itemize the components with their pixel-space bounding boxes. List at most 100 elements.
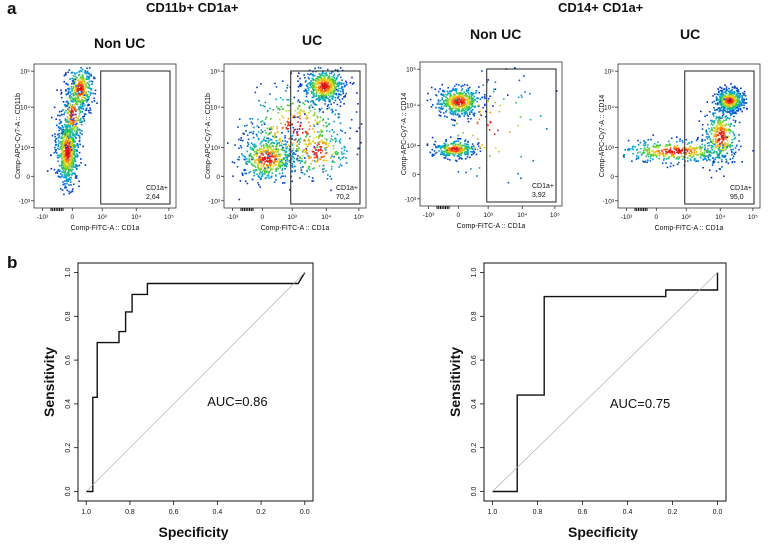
flow-event-dot: [455, 100, 457, 103]
flow-event-dot: [86, 78, 89, 81]
flow-event-dot: [298, 147, 300, 149]
flow-event-dot: [64, 130, 66, 133]
flow-event-dot: [317, 86, 320, 89]
flow-event-dot: [724, 91, 727, 93]
flow-event-dot: [725, 100, 727, 103]
flow-event-dot: [330, 168, 333, 170]
flow-event-dot: [317, 78, 319, 81]
flow-event-dot: [627, 139, 630, 142]
flow-event-dot: [696, 148, 698, 150]
flow-event-dot: [460, 149, 463, 152]
flow-event-dot: [735, 100, 737, 102]
flow-event-dot: [459, 100, 461, 103]
flow-event-dot: [311, 106, 314, 108]
flow-event-dot: [441, 153, 443, 156]
flow-event-dot: [307, 165, 310, 168]
flow-event-dot: [714, 138, 717, 140]
flow-event-dot: [739, 102, 742, 104]
flow-event-dot: [514, 67, 516, 69]
flow-event-dot: [333, 161, 336, 164]
flow-event-dot: [269, 143, 272, 145]
flow-event-dot: [689, 146, 692, 148]
flow-event-dot: [309, 125, 312, 127]
flow-event-dot: [304, 100, 307, 102]
flow-event-dot: [275, 170, 277, 172]
flow-event-dot: [453, 154, 456, 157]
flow-event-dot: [343, 85, 346, 88]
flow-event-dot: [729, 144, 731, 146]
flow-event-dot: [262, 159, 265, 161]
flow-event-dot: [718, 90, 720, 92]
flow-event-dot: [453, 124, 456, 127]
flow-event-dot: [692, 146, 694, 149]
flow-event-dot: [268, 164, 271, 167]
flow-event-dot: [257, 182, 259, 184]
flow-event-dot: [467, 120, 470, 123]
flow-event-dot: [622, 154, 625, 157]
flow-event-dot: [723, 104, 725, 106]
flow-event-dot: [325, 88, 327, 91]
flow-event-dot: [643, 140, 645, 142]
flow-event-dot: [296, 159, 299, 162]
flow-event-dot: [327, 87, 329, 89]
flow-event-dot: [277, 167, 280, 170]
flow-event-dot: [276, 127, 278, 130]
flow-event-dot: [461, 88, 464, 90]
flow-event-dot: [56, 156, 59, 159]
flow-event-dot: [326, 159, 328, 162]
flow-event-dot: [463, 147, 466, 150]
flow-event-dot: [79, 129, 81, 132]
flow-event-dot: [643, 161, 645, 163]
flow-event-dot: [238, 158, 240, 161]
flow-event-dot: [60, 89, 62, 92]
flow-event-dot: [450, 103, 452, 105]
flow-event-dot: [517, 172, 519, 175]
flow-event-dot: [663, 158, 665, 160]
flow-event-dot: [72, 75, 75, 77]
flow-event-dot: [68, 190, 70, 193]
flow-event-dot: [58, 135, 61, 137]
flow-event-dot: [328, 86, 330, 89]
flow-event-dot: [94, 77, 96, 80]
flow-event-dot: [311, 150, 314, 153]
flow-event-dot: [79, 119, 81, 121]
flow-event-dot: [266, 127, 269, 130]
flow-event-dot: [695, 139, 698, 142]
flow-event-dot: [715, 135, 718, 138]
flow-event-dot: [87, 103, 90, 106]
flow-event-dot: [716, 98, 719, 101]
flow-event-dot: [444, 100, 446, 102]
flow-event-dot: [478, 145, 480, 148]
flow-event-dot: [62, 126, 64, 129]
flow-event-dot: [69, 129, 71, 132]
flow-event-dot: [291, 144, 294, 146]
flow-event-dot: [666, 166, 669, 169]
flow-event-dot: [730, 91, 732, 93]
flow-event-dot: [325, 74, 327, 77]
flow-event-dot: [724, 84, 726, 86]
flow-event-dot: [84, 97, 86, 99]
flow-event-dot: [731, 157, 734, 160]
flow-event-dot: [743, 93, 746, 95]
flow-event-dot: [677, 157, 680, 160]
flow-event-dot: [88, 77, 90, 79]
flow-event-dot: [281, 115, 283, 117]
flow-event-dot: [678, 161, 680, 164]
flow-event-dot: [460, 105, 462, 107]
flow-event-dot: [78, 185, 80, 188]
flow-event-dot: [704, 156, 706, 159]
flow-event-dot: [74, 92, 77, 94]
flow-event-dot: [277, 112, 280, 114]
flow-event-dot: [280, 148, 283, 151]
flow-event-dot: [721, 100, 723, 102]
flow-event-dot: [317, 81, 320, 83]
flow-event-dot: [313, 112, 316, 114]
flow-event-dot: [459, 138, 462, 140]
flow-event-dot: [69, 91, 72, 93]
flow-event-dot: [78, 80, 80, 82]
flow-event-dot: [440, 103, 442, 105]
flow-event-dot: [301, 128, 304, 130]
flow-event-dot: [341, 147, 343, 150]
flow-event-dot: [64, 166, 66, 168]
flow-event-dot: [452, 104, 455, 106]
